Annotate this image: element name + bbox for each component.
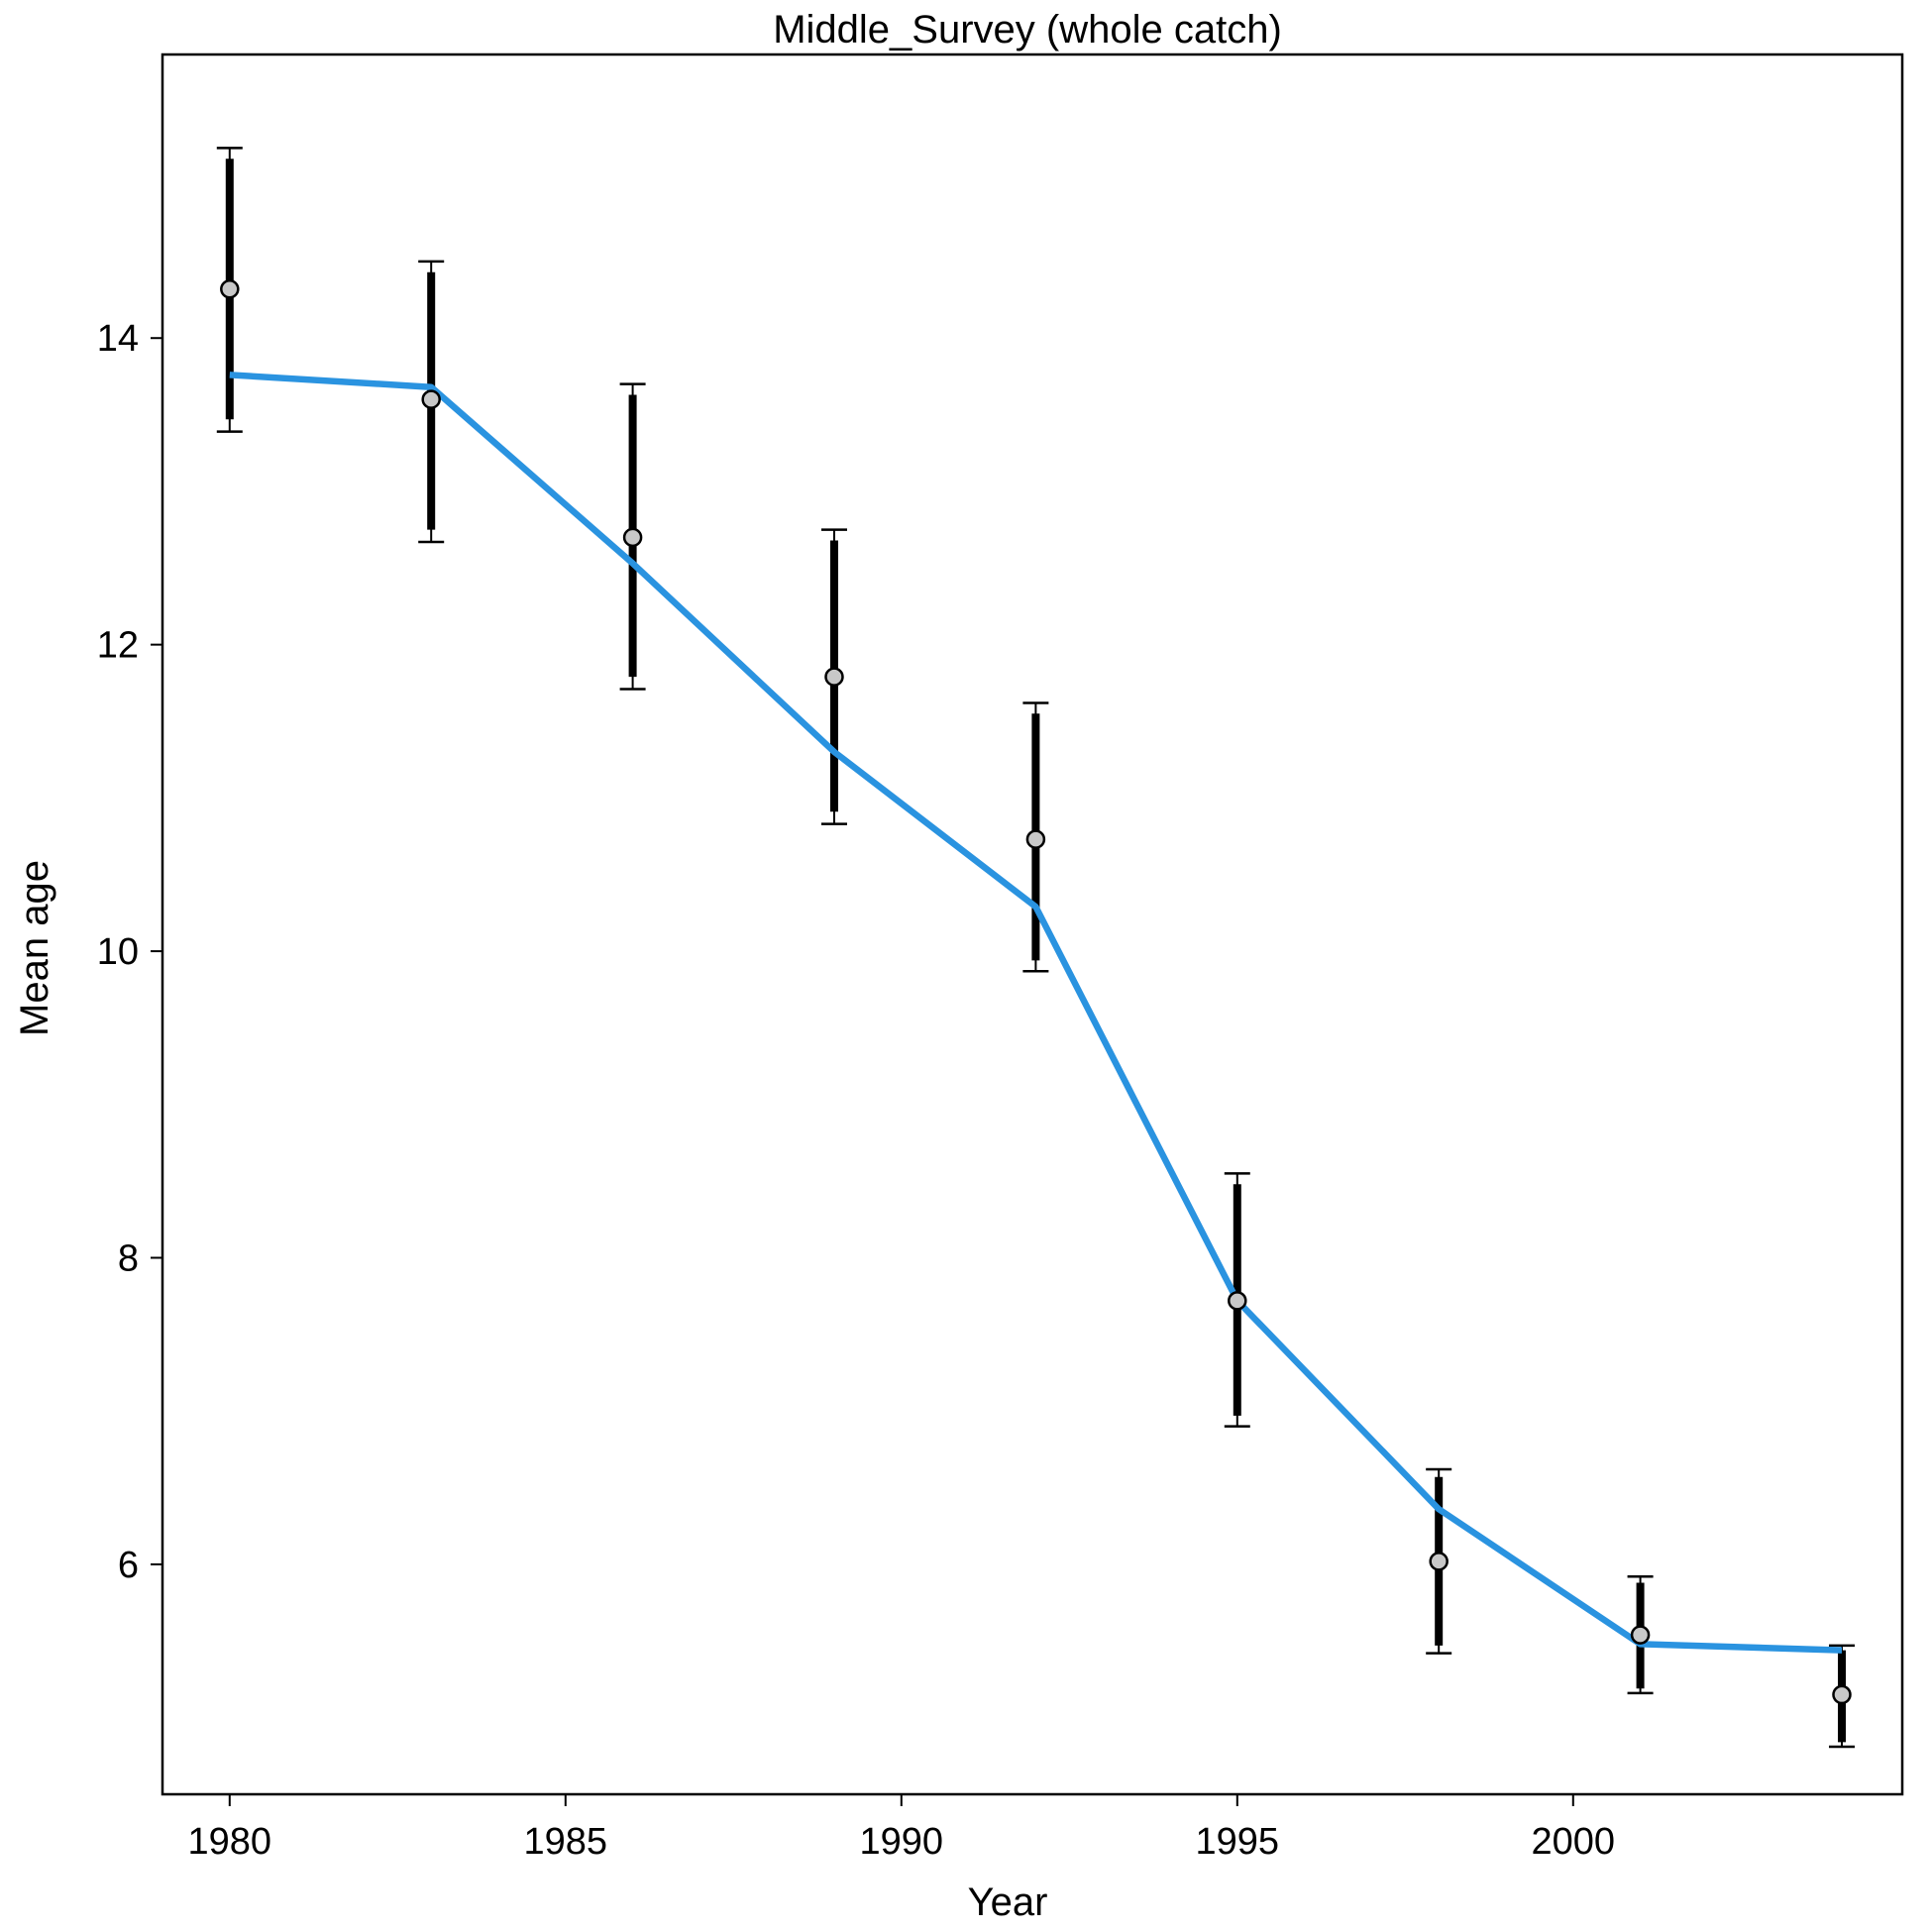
- y-tick-label: 8: [118, 1238, 139, 1280]
- error-bars: [216, 147, 1855, 1749]
- fit-line-group: [229, 372, 1843, 1654]
- plot-frame: [161, 53, 1904, 1796]
- x-tick-label: 1995: [1196, 1821, 1280, 1863]
- x-axis-title: Year: [968, 1880, 1048, 1924]
- x-tick-label: 1980: [188, 1821, 272, 1863]
- chart-title: Middle_Survey (whole catch): [773, 8, 1282, 52]
- x-tick-label: 2000: [1532, 1821, 1616, 1863]
- y-tick-label: 14: [97, 318, 139, 360]
- y-tick-label: 10: [97, 931, 139, 973]
- expected-fit-line: [229, 372, 1843, 1654]
- x-tick-label: 1985: [524, 1821, 608, 1863]
- y-axis: 6 8 10 12 14: [97, 318, 162, 1586]
- observed-point: [1228, 1291, 1247, 1311]
- observed-point: [1429, 1552, 1449, 1571]
- observed-point: [1630, 1625, 1651, 1645]
- observed-points: [220, 278, 1852, 1705]
- observed-point: [1832, 1684, 1852, 1705]
- observed-point: [220, 278, 240, 299]
- y-tick-label: 6: [118, 1545, 139, 1586]
- observed-point: [824, 667, 844, 687]
- observed-point: [622, 527, 643, 548]
- y-axis-title: Mean age: [13, 860, 56, 1036]
- x-axis: 1980 1985 1990 1995 2000: [188, 1794, 1616, 1863]
- x-tick-label: 1990: [860, 1821, 944, 1863]
- observed-point: [1025, 829, 1046, 849]
- y-tick-label: 12: [97, 625, 139, 667]
- observed-point: [421, 389, 441, 409]
